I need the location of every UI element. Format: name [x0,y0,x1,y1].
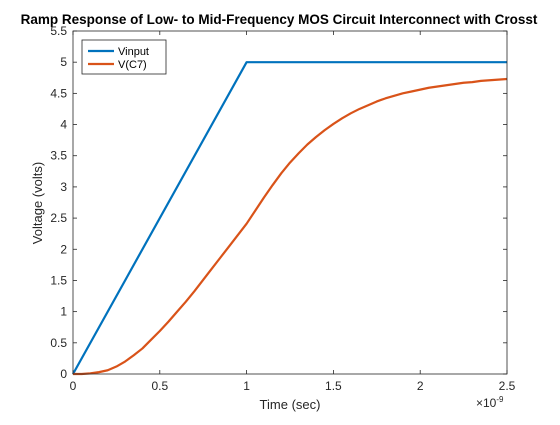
y-tick-label: 5 [60,55,67,69]
x-axis-label: Time (sec) [260,397,321,412]
y-tick-label: 0.5 [50,336,67,350]
x-tick-label: 1 [243,379,250,393]
chart-title: Ramp Response of Low- to Mid-Frequency M… [21,12,538,27]
y-tick-label: 4 [60,118,67,132]
x-axis-exponent-power: -9 [496,395,504,404]
legend-label: Vinput [118,46,149,58]
x-axis-exponent-base: ×10 [476,396,497,410]
x-tick-label: 0.5 [151,379,168,393]
x-tick-label: 1.5 [325,379,342,393]
y-tick-label: 3 [60,180,67,194]
series-line-2 [73,77,508,376]
series-line-1 [72,61,507,375]
y-tick-label: 5.5 [50,24,67,38]
ticks-layer: 0 0.5 1 1.5 2 2.5 0 0.5 1 1.5 2 2.5 3 3.5 4 4.5 5 5.5 [50,24,515,393]
y-axis-label: Voltage (volts) [30,162,45,244]
y-tick-label: 2 [60,242,67,256]
series-layer [72,61,508,376]
x-axis-exponent: ×10-9 [476,395,504,410]
x-tick-label: 2 [417,379,424,393]
y-tick-label: 4.5 [50,86,67,100]
plot-frame [72,30,508,375]
y-tick-label: 0 [60,367,67,381]
y-tick-label: 3.5 [50,149,67,163]
y-tick-label: 2.5 [50,211,67,225]
x-tick-label: 2.5 [499,379,516,393]
x-tick-label: 0 [70,379,77,393]
y-tick-label: 1.5 [50,273,67,287]
y-tick-label: 1 [60,305,67,319]
legend-box [81,39,167,75]
plot-area [73,31,507,374]
legend-label: V(C7) [118,59,147,71]
